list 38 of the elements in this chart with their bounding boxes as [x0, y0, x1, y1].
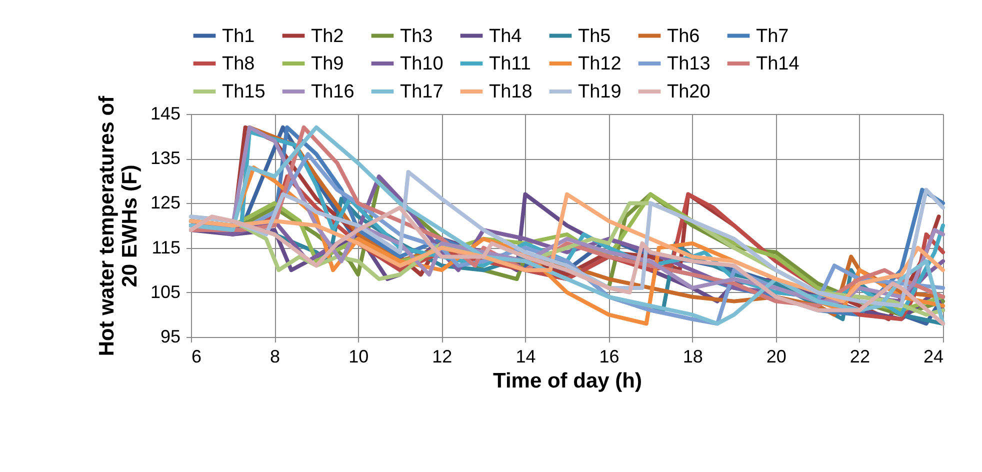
legend-label: Th5: [578, 26, 611, 47]
legend-label: Th15: [222, 82, 266, 102]
y-tick-label: 105: [150, 282, 180, 302]
y-tick-label: 95: [160, 326, 180, 346]
legend-label: Th12: [578, 54, 622, 74]
x-tick-label: 10: [348, 346, 369, 366]
y-tick-label: 135: [150, 148, 180, 168]
x-tick-label: 16: [599, 346, 620, 366]
legend-label: Th18: [489, 82, 532, 102]
x-tick-label: 6: [192, 346, 202, 366]
legend-label: Th14: [756, 54, 800, 74]
x-tick-label: 8: [270, 346, 280, 366]
y-axis-title: Hot water temperatures of 20 EWHs (F): [95, 94, 142, 356]
x-tick-label: 18: [682, 346, 703, 366]
legend-label: Th16: [311, 82, 354, 102]
x-tick-label: 24: [923, 346, 944, 366]
x-tick-label: 20: [766, 346, 786, 366]
legend-label: Th8: [222, 54, 255, 74]
legend-label: Th19: [578, 82, 622, 102]
legend-label: Th4: [489, 26, 522, 47]
legend-label: Th10: [400, 54, 444, 74]
x-tick-label: 14: [516, 346, 536, 366]
x-tick-label: 22: [850, 346, 870, 366]
legend-label: Th1: [222, 26, 255, 47]
legend-label: Th3: [400, 26, 433, 47]
legend-label: Th7: [756, 26, 789, 47]
y-tick-label: 125: [150, 192, 180, 213]
y-tick-label: 115: [152, 237, 180, 258]
legend-label: Th11: [489, 54, 531, 74]
legend-label: Th20: [667, 82, 710, 102]
legend-label: Th2: [311, 26, 344, 47]
legend-label: Th9: [311, 54, 344, 74]
legend-label: Th17: [400, 82, 444, 102]
legend-label: Th13: [667, 54, 710, 74]
x-tick-label: 12: [432, 346, 452, 366]
y-tick-label: 145: [150, 104, 180, 124]
x-axis-title: Time of day (h): [493, 370, 642, 392]
legend-label: Th6: [667, 26, 700, 47]
